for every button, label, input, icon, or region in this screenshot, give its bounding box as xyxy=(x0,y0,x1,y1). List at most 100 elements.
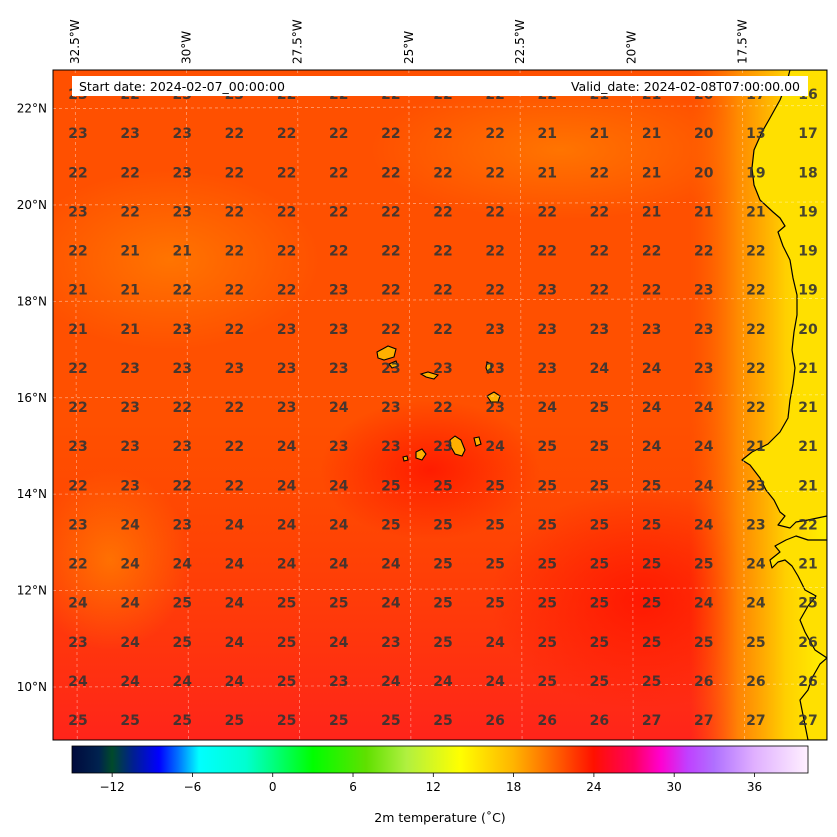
grid-value: 25 xyxy=(746,635,765,651)
grid-value: 22 xyxy=(381,204,400,220)
grid-value: 23 xyxy=(68,517,87,533)
grid-value: 23 xyxy=(120,400,139,416)
grid-value: 25 xyxy=(381,517,400,533)
grid-value: 22 xyxy=(225,478,244,494)
start-date-label: Start date: 2024-02-07_00:00:00 xyxy=(79,79,285,94)
grid-value: 23 xyxy=(746,517,765,533)
grid-value: 22 xyxy=(329,244,348,260)
latitude-label: 22°N xyxy=(17,102,47,116)
grid-value: 21 xyxy=(746,204,765,220)
grid-value: 23 xyxy=(329,283,348,299)
grid-value: 25 xyxy=(642,557,661,573)
grid-value: 22 xyxy=(225,439,244,455)
grid-value: 24 xyxy=(694,400,714,416)
grid-value: 22 xyxy=(225,400,244,416)
grid-value: 22 xyxy=(68,400,87,416)
grid-value: 24 xyxy=(381,596,401,612)
grid-value: 21 xyxy=(798,400,817,416)
grid-value: 22 xyxy=(381,126,400,142)
grid-value: 22 xyxy=(433,126,452,142)
grid-value: 19 xyxy=(798,283,817,299)
grid-value: 25 xyxy=(538,635,557,651)
temperature-field-cool-patch-nw xyxy=(53,170,320,350)
grid-value: 24 xyxy=(485,674,505,690)
island-sal xyxy=(485,361,492,374)
grid-value: 24 xyxy=(694,478,714,494)
colorbar-ticks: −12 −6 0 6 12 18 24 30 36 xyxy=(99,773,762,794)
grid-value: 22 xyxy=(173,400,192,416)
grid-value: 25 xyxy=(538,557,557,573)
grid-value: 21 xyxy=(538,165,557,181)
grid-value: 22 xyxy=(433,244,452,260)
grid-value: 25 xyxy=(381,713,400,729)
grid-value: 23 xyxy=(277,400,296,416)
grid-value: 25 xyxy=(277,674,296,690)
grid-value: 21 xyxy=(642,126,661,142)
grid-value: 23 xyxy=(68,635,87,651)
grid-value: 21 xyxy=(694,204,713,220)
grid-value: 25 xyxy=(590,596,609,612)
grid-value: 22 xyxy=(433,283,452,299)
grid-value: 24 xyxy=(225,674,245,690)
colorbar-tick-label: 24 xyxy=(586,780,601,794)
island-sao-nicolau xyxy=(419,371,440,380)
grid-value: 23 xyxy=(694,322,713,338)
grid-value: 23 xyxy=(225,361,244,377)
grid-value: 22 xyxy=(433,322,452,338)
grid-value: 22 xyxy=(538,204,557,220)
grid-value: 24 xyxy=(120,596,140,612)
temperature-field-warm-patch-s xyxy=(320,400,540,540)
grid-value: 24 xyxy=(694,439,714,455)
grid-value: 20 xyxy=(694,126,714,142)
grid-value: 22 xyxy=(329,126,348,142)
grid-value: 22 xyxy=(329,204,348,220)
grid-value: 25 xyxy=(538,674,557,690)
grid-value: 24 xyxy=(694,517,714,533)
grid-value: 23 xyxy=(694,283,713,299)
grid-value: 25 xyxy=(277,713,296,729)
grid-value: 23 xyxy=(173,322,192,338)
grid-value: 25 xyxy=(798,596,817,612)
grid-value: 25 xyxy=(433,517,452,533)
grid-value: 23 xyxy=(329,674,348,690)
grid-value: 25 xyxy=(485,517,504,533)
grid-value: 19 xyxy=(746,165,765,181)
grid-value: 22 xyxy=(485,204,504,220)
grid-value: 22 xyxy=(746,322,765,338)
grid-value: 25 xyxy=(277,635,296,651)
grid-value: 22 xyxy=(68,478,87,494)
grid-value: 25 xyxy=(590,400,609,416)
grid-value: 27 xyxy=(694,713,713,729)
grid-value: 23 xyxy=(277,322,296,338)
grid-value: 22 xyxy=(746,283,765,299)
grid-value: 25 xyxy=(173,713,192,729)
grid-value: 22 xyxy=(225,204,244,220)
grid-value: 23 xyxy=(485,400,504,416)
island-sao-vicente xyxy=(388,360,399,369)
grid-value: 25 xyxy=(590,635,609,651)
grid-value: 24 xyxy=(329,557,349,573)
grid-value: 22 xyxy=(590,165,609,181)
island-santo-antao xyxy=(376,345,397,361)
grid-value: 27 xyxy=(746,713,765,729)
grid-value: 22 xyxy=(381,165,400,181)
grid-value: 25 xyxy=(642,517,661,533)
longitude-label: 25°W xyxy=(402,31,416,64)
grid-value: 24 xyxy=(277,439,297,455)
grid-value: 23 xyxy=(538,283,557,299)
grid-value: 27 xyxy=(798,713,817,729)
grid-value: 22 xyxy=(642,244,661,260)
latitude-label: 12°N xyxy=(17,584,47,598)
grid-value: 23 xyxy=(746,478,765,494)
grid-value: 22 xyxy=(642,283,661,299)
grid-value: 22 xyxy=(329,165,348,181)
grid-value: 25 xyxy=(173,596,192,612)
grid-value: 24 xyxy=(173,557,193,573)
grid-value: 21 xyxy=(746,439,765,455)
grid-value: 20 xyxy=(694,165,714,181)
grid-value: 25 xyxy=(433,557,452,573)
grid-value: 24 xyxy=(120,674,140,690)
grid-value: 25 xyxy=(329,596,348,612)
grid-value: 24 xyxy=(225,517,245,533)
